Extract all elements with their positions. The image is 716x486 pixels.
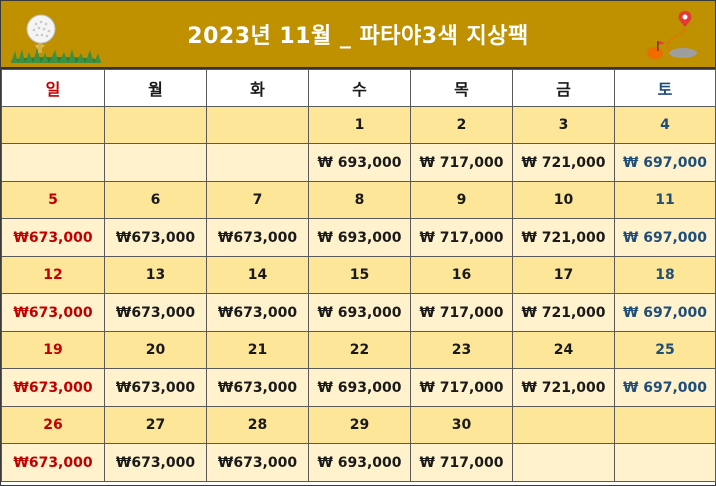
date-cell: 16 — [410, 256, 513, 294]
title-banner: 2023년 11월 _ 파타야3색 지상팩 — [1, 1, 715, 69]
price-cell: ₩673,000 — [1, 443, 105, 482]
date-cell: 22 — [308, 331, 411, 369]
date-cell: 17 — [512, 256, 615, 294]
date-cell: 15 — [308, 256, 411, 294]
price-cell: ₩673,000 — [104, 443, 207, 482]
weekday-header: 월 — [104, 69, 207, 107]
date-cell: 5 — [1, 181, 105, 219]
price-cell — [1, 143, 105, 182]
price-cell: ₩ 717,000 — [410, 218, 513, 257]
price-cell — [206, 143, 309, 182]
date-row: 12 13 14 15 16 17 18 — [1, 256, 716, 294]
price-cell: ₩ 717,000 — [410, 443, 513, 482]
date-cell: 11 — [614, 181, 716, 219]
date-cell — [614, 406, 716, 444]
weekday-header: 일 — [1, 69, 105, 107]
price-row: ₩673,000 ₩673,000 ₩673,000 ₩ 693,000 ₩ 7… — [1, 218, 716, 257]
weekday-header-row: 일 월 화 수 목 금 토 — [1, 69, 716, 107]
date-row: 5 6 7 8 9 10 11 — [1, 181, 716, 219]
date-cell: 4 — [614, 106, 716, 144]
price-cell: ₩ 721,000 — [512, 143, 615, 182]
price-calendar-table: 일 월 화 수 목 금 토 1 2 3 4 — [1, 69, 716, 482]
date-cell: 14 — [206, 256, 309, 294]
price-cell: ₩ 693,000 — [308, 368, 411, 407]
price-row: ₩673,000 ₩673,000 ₩673,000 ₩ 693,000 ₩ 7… — [1, 293, 716, 332]
date-cell: 30 — [410, 406, 513, 444]
date-cell: 9 — [410, 181, 513, 219]
date-cell: 19 — [1, 331, 105, 369]
date-cell: 26 — [1, 406, 105, 444]
price-cell: ₩ 693,000 — [308, 443, 411, 482]
date-cell — [206, 106, 309, 144]
price-cell: ₩673,000 — [1, 368, 105, 407]
price-cell: ₩ 717,000 — [410, 293, 513, 332]
date-cell — [104, 106, 207, 144]
price-cell: ₩ 693,000 — [308, 293, 411, 332]
price-cell: ₩ 717,000 — [410, 143, 513, 182]
price-cell: ₩ 697,000 — [614, 368, 716, 407]
date-cell: 2 — [410, 106, 513, 144]
price-cell — [104, 143, 207, 182]
date-cell: 1 — [308, 106, 411, 144]
price-cell: ₩673,000 — [104, 368, 207, 407]
date-cell: 6 — [104, 181, 207, 219]
price-cell: ₩ 697,000 — [614, 143, 716, 182]
price-cell: ₩673,000 — [1, 218, 105, 257]
price-cell: ₩ 697,000 — [614, 218, 716, 257]
date-cell: 13 — [104, 256, 207, 294]
date-row: 19 20 21 22 23 24 25 — [1, 331, 716, 369]
golf-course-map-icon — [647, 11, 697, 59]
date-cell: 27 — [104, 406, 207, 444]
price-cell: ₩673,000 — [104, 218, 207, 257]
price-cell: ₩673,000 — [104, 293, 207, 332]
date-cell: 10 — [512, 181, 615, 219]
date-cell: 20 — [104, 331, 207, 369]
price-cell: ₩673,000 — [1, 293, 105, 332]
page-title: 2023년 11월 _ 파타야3색 지상팩 — [187, 24, 529, 49]
date-cell: 12 — [1, 256, 105, 294]
weekday-header: 금 — [512, 69, 615, 107]
date-cell: 18 — [614, 256, 716, 294]
golf-ball-on-tee-icon — [11, 14, 101, 63]
price-cell: ₩ 693,000 — [308, 143, 411, 182]
date-cell: 8 — [308, 181, 411, 219]
price-cell: ₩ 721,000 — [512, 368, 615, 407]
price-cell: ₩ 721,000 — [512, 293, 615, 332]
price-cell: ₩673,000 — [206, 368, 309, 407]
price-cell: ₩ 717,000 — [410, 368, 513, 407]
weekday-header: 화 — [206, 69, 309, 107]
price-row: ₩673,000 ₩673,000 ₩673,000 ₩ 693,000 ₩ 7… — [1, 368, 716, 407]
date-cell: 29 — [308, 406, 411, 444]
date-cell: 25 — [614, 331, 716, 369]
weekday-header: 수 — [308, 69, 411, 107]
date-row: 1 2 3 4 — [1, 106, 716, 144]
date-cell — [512, 406, 615, 444]
date-cell — [1, 106, 105, 144]
date-cell: 21 — [206, 331, 309, 369]
price-cell: ₩673,000 — [206, 218, 309, 257]
price-cell: ₩673,000 — [206, 443, 309, 482]
date-cell: 23 — [410, 331, 513, 369]
date-row: 26 27 28 29 30 — [1, 406, 716, 444]
price-cell: ₩ 697,000 — [614, 293, 716, 332]
date-cell: 24 — [512, 331, 615, 369]
price-row: ₩673,000 ₩673,000 ₩673,000 ₩ 693,000 ₩ 7… — [1, 443, 716, 482]
price-cell — [614, 443, 716, 482]
price-row: ₩ 693,000 ₩ 717,000 ₩ 721,000 ₩ 697,000 — [1, 143, 716, 182]
date-cell: 3 — [512, 106, 615, 144]
weekday-header: 목 — [410, 69, 513, 107]
weekday-header: 토 — [614, 69, 716, 107]
price-cell: ₩ 693,000 — [308, 218, 411, 257]
date-cell: 28 — [206, 406, 309, 444]
price-cell: ₩673,000 — [206, 293, 309, 332]
date-cell: 7 — [206, 181, 309, 219]
price-cell — [512, 443, 615, 482]
price-cell: ₩ 721,000 — [512, 218, 615, 257]
